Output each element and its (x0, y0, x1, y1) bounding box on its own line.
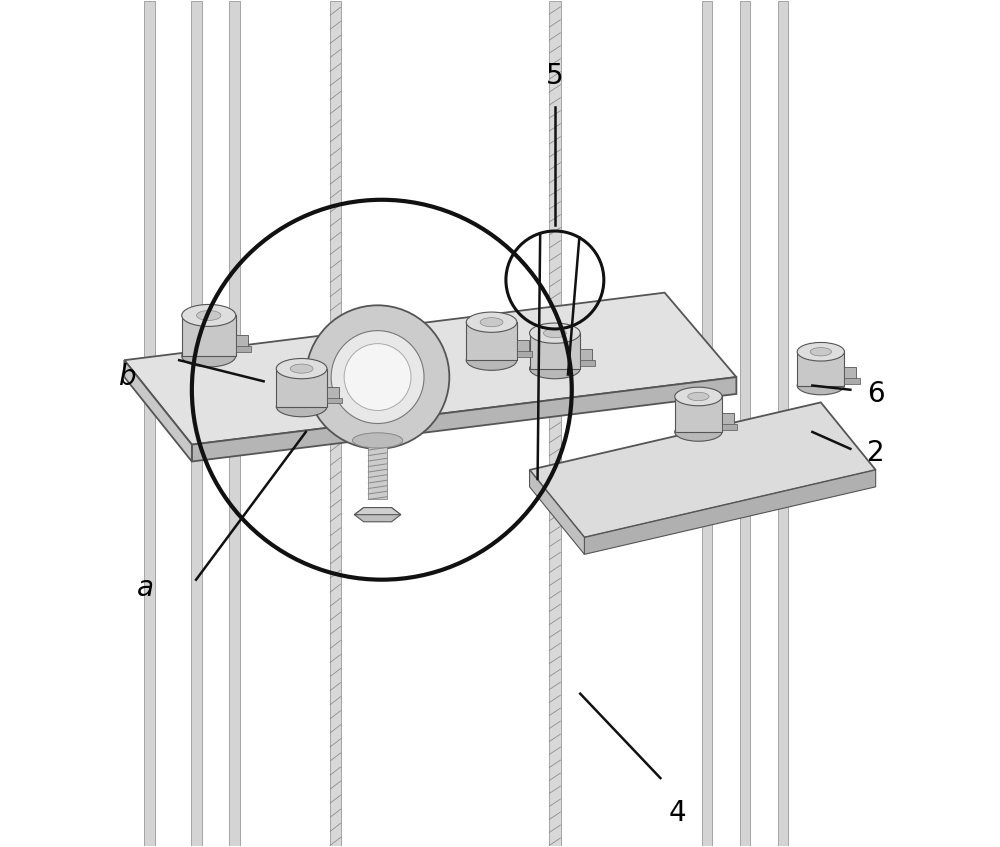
Polygon shape (797, 352, 844, 385)
Text: b: b (119, 363, 137, 391)
Circle shape (344, 344, 411, 411)
Bar (580, 361, 595, 367)
Circle shape (306, 305, 449, 449)
Circle shape (331, 330, 424, 424)
Polygon shape (354, 507, 401, 522)
Text: 5: 5 (546, 62, 564, 90)
Bar (517, 352, 532, 357)
Bar (327, 397, 342, 403)
Polygon shape (466, 322, 517, 360)
Bar (327, 386, 339, 400)
Ellipse shape (352, 433, 403, 448)
Text: 2: 2 (867, 439, 885, 467)
Ellipse shape (675, 423, 722, 441)
Bar (236, 346, 251, 352)
Polygon shape (530, 402, 876, 538)
Ellipse shape (466, 312, 517, 332)
Ellipse shape (543, 329, 566, 338)
Polygon shape (144, 2, 155, 845)
Polygon shape (192, 377, 736, 462)
Bar (580, 350, 592, 363)
Polygon shape (702, 2, 712, 845)
Polygon shape (276, 368, 327, 407)
Text: 4: 4 (668, 800, 686, 828)
Polygon shape (778, 2, 788, 845)
Text: 6: 6 (867, 380, 885, 408)
Polygon shape (124, 293, 736, 445)
Ellipse shape (290, 364, 313, 374)
Polygon shape (740, 2, 750, 845)
Ellipse shape (810, 347, 831, 356)
Bar (844, 378, 860, 384)
Ellipse shape (466, 350, 517, 370)
Ellipse shape (197, 311, 221, 320)
Polygon shape (549, 2, 561, 845)
Text: a: a (137, 574, 154, 602)
Bar (517, 340, 529, 354)
Ellipse shape (276, 396, 327, 417)
Ellipse shape (797, 376, 844, 395)
Ellipse shape (675, 387, 722, 406)
Bar (844, 367, 856, 380)
Polygon shape (330, 2, 341, 845)
Ellipse shape (276, 358, 327, 379)
Polygon shape (368, 445, 387, 500)
Polygon shape (229, 2, 240, 845)
Ellipse shape (182, 304, 236, 326)
Bar (722, 412, 734, 426)
Ellipse shape (797, 342, 844, 361)
Bar (722, 424, 737, 429)
Polygon shape (354, 507, 401, 515)
Polygon shape (124, 360, 192, 462)
Polygon shape (675, 396, 722, 432)
Polygon shape (182, 315, 236, 356)
Ellipse shape (480, 318, 503, 327)
Ellipse shape (530, 358, 580, 379)
Polygon shape (530, 333, 580, 368)
Polygon shape (584, 470, 876, 554)
Bar (236, 335, 248, 348)
Ellipse shape (182, 345, 236, 367)
Ellipse shape (688, 392, 709, 401)
Polygon shape (191, 2, 202, 845)
Polygon shape (530, 470, 584, 554)
Ellipse shape (530, 323, 580, 343)
